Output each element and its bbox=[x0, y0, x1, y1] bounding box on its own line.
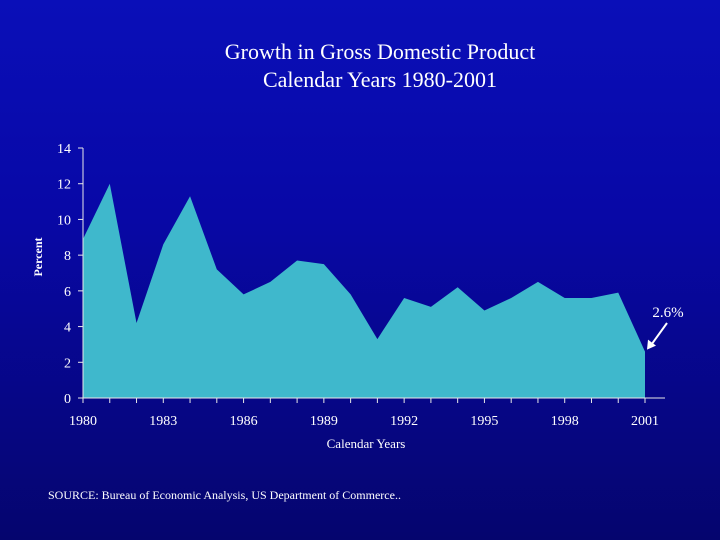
x-axis-label: Calendar Years bbox=[327, 436, 406, 451]
chart-subtitle: Calendar Years 1980-2001 bbox=[262, 67, 498, 92]
source-note: SOURCE: Bureau of Economic Analysis, US … bbox=[48, 488, 401, 502]
y-tick-label: 8 bbox=[64, 249, 71, 264]
y-tick-label: 12 bbox=[57, 178, 71, 193]
x-tick-label: 1983 bbox=[149, 414, 177, 429]
x-tick-label: 1980 bbox=[69, 414, 97, 429]
x-tick-label: 2001 bbox=[631, 414, 659, 429]
x-tick-label: 1992 bbox=[390, 414, 418, 429]
annotation-arrow-line bbox=[649, 322, 668, 348]
y-tick-label: 14 bbox=[57, 142, 71, 157]
annotation-label: 2.6% bbox=[652, 305, 683, 321]
x-tick-label: 1995 bbox=[470, 414, 498, 429]
y-tick-label: 6 bbox=[64, 285, 71, 300]
x-tick-label: 1998 bbox=[551, 414, 579, 429]
y-tick-label: 4 bbox=[64, 321, 71, 336]
y-tick-label: 0 bbox=[64, 392, 71, 407]
x-tick-label: 1989 bbox=[310, 414, 338, 429]
y-tick-label: 2 bbox=[64, 356, 71, 371]
chart-title-block: Growth in Gross Domestic Product Calenda… bbox=[0, 38, 720, 94]
annotation-arrow-head bbox=[647, 339, 656, 350]
y-tick-label: 10 bbox=[57, 213, 71, 228]
x-tick-label: 1986 bbox=[230, 414, 258, 429]
chart-title: Growth in Gross Domestic Product bbox=[224, 39, 536, 64]
gdp-area bbox=[83, 183, 645, 398]
y-axis-label: Percent bbox=[31, 237, 45, 276]
